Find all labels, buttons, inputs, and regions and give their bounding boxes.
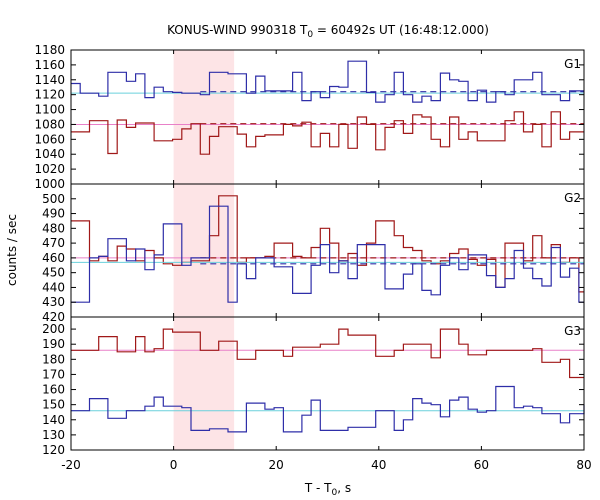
g3-y-tick-label: 150: [42, 398, 65, 412]
g2-y-tick-label: 430: [42, 295, 65, 309]
g1-series-0: [71, 60, 584, 103]
x-tick-label: 40: [371, 458, 386, 472]
g3-y-tick-label: 190: [42, 337, 65, 351]
g3-y-tick-label: 120: [42, 443, 65, 457]
g3-panel-label: G3: [564, 324, 581, 338]
g1-y-tick-label: 1140: [34, 73, 65, 87]
g1-y-tick-label: 1160: [34, 58, 65, 72]
plot-area: 1000102010401060108011001120114011601180…: [34, 43, 591, 472]
g1-panel-frame: [70, 49, 585, 185]
x-tick-label: 60: [474, 458, 489, 472]
g3-y-tick-label: 140: [42, 413, 65, 427]
chart-title: KONUS-WIND 990318 T0 = 60492s UT (16:48:…: [167, 23, 489, 40]
g2-y-tick-label: 480: [42, 221, 65, 235]
g2-panel-label: G2: [564, 191, 581, 205]
g1-series-1: [71, 111, 584, 155]
g1-y-tick-label: 1060: [34, 132, 65, 146]
g1-y-tick-label: 1020: [34, 162, 65, 176]
g1-y-tick-label: 1080: [34, 117, 65, 131]
g1-panel-label: G1: [564, 57, 581, 71]
g3-series-1: [71, 385, 585, 433]
x-tick-label: 20: [269, 458, 284, 472]
g2-y-tick-label: 450: [42, 266, 65, 280]
g3-series-0: [71, 328, 584, 379]
g1-y-tick-label: 1120: [34, 88, 65, 102]
g1-y-tick-label: 1040: [34, 147, 65, 161]
x-tick-label: 80: [576, 458, 591, 472]
x-tick-label: -20: [61, 458, 81, 472]
g3-y-tick-label: 200: [42, 322, 65, 336]
g3-y-tick-label: 130: [42, 428, 65, 442]
g2-series-1: [71, 205, 584, 303]
g1-y-tick-label: 1180: [34, 43, 65, 57]
g3-y-tick-label: 180: [42, 352, 65, 366]
g2-series-0: [71, 195, 584, 293]
g2-y-tick-label: 500: [42, 192, 65, 206]
g2-y-tick-label: 420: [42, 310, 65, 324]
g2-y-tick-label: 460: [42, 251, 65, 265]
g1-y-tick-label: 1000: [34, 177, 65, 191]
g2-y-tick-label: 470: [42, 236, 65, 250]
g2-y-tick-label: 440: [42, 280, 65, 294]
g3-y-tick-label: 160: [42, 383, 65, 397]
y-axis-label: counts / sec: [5, 214, 19, 286]
x-axis-label: T - T0, s: [304, 481, 351, 498]
g3-y-tick-label: 170: [42, 367, 65, 381]
g3-panel-frame: [70, 316, 585, 451]
shaded-interval: [173, 50, 235, 450]
g1-y-tick-label: 1100: [34, 103, 65, 117]
x-tick-label: 0: [170, 458, 178, 472]
g2-y-tick-label: 490: [42, 207, 65, 221]
